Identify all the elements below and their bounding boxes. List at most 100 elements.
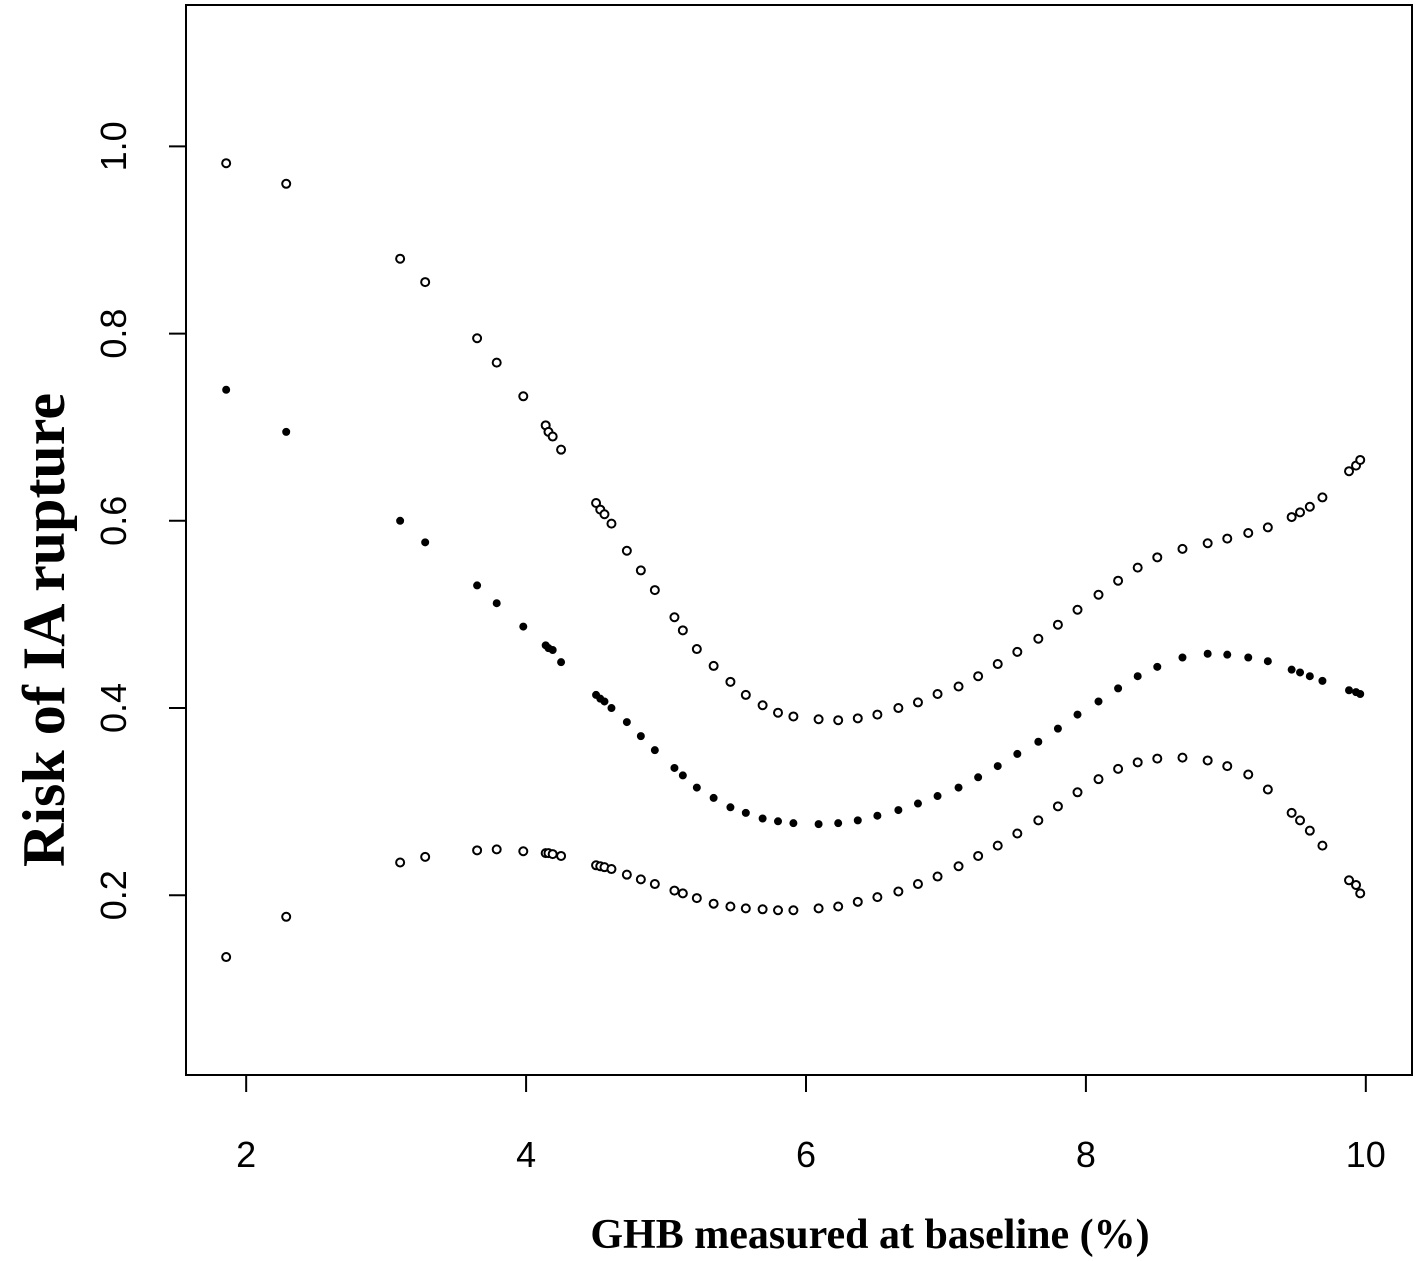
point	[1114, 684, 1123, 693]
point	[894, 806, 903, 815]
x-tick-label: 4	[516, 1134, 536, 1175]
point	[621, 869, 632, 880]
point	[1223, 650, 1232, 659]
point	[473, 581, 482, 590]
point	[773, 905, 784, 916]
point	[491, 357, 502, 368]
point	[670, 763, 679, 772]
point	[1243, 527, 1254, 538]
point	[492, 599, 501, 608]
point	[789, 819, 798, 828]
point	[992, 659, 1003, 670]
point	[556, 850, 567, 861]
x-tick-label: 6	[796, 1134, 816, 1175]
point	[1202, 755, 1213, 766]
point	[757, 904, 768, 915]
point	[1296, 668, 1305, 677]
point	[1287, 665, 1296, 674]
point	[1356, 689, 1365, 698]
point	[1053, 724, 1062, 733]
point	[833, 715, 844, 726]
point	[933, 792, 942, 801]
point	[599, 509, 610, 520]
point	[954, 783, 963, 792]
point	[621, 545, 632, 556]
point	[1072, 787, 1083, 798]
point	[852, 896, 863, 907]
y-tick-label: 0.2	[93, 870, 134, 920]
point	[281, 178, 292, 189]
point	[607, 704, 616, 713]
point	[1203, 649, 1212, 658]
point	[691, 644, 702, 655]
point	[741, 808, 750, 817]
point	[725, 901, 736, 912]
point	[221, 952, 232, 963]
point	[1317, 492, 1328, 503]
point	[953, 681, 964, 692]
point	[1295, 815, 1306, 826]
point	[932, 688, 943, 699]
point	[677, 625, 688, 636]
point	[912, 697, 923, 708]
point	[1304, 825, 1315, 836]
point	[1351, 879, 1362, 890]
point	[709, 793, 718, 802]
x-tick-label: 8	[1076, 1134, 1096, 1175]
point	[872, 892, 883, 903]
point	[725, 676, 736, 687]
point	[774, 817, 783, 826]
point	[547, 849, 558, 860]
point	[649, 879, 660, 890]
point	[740, 903, 751, 914]
point	[758, 814, 767, 823]
point	[1286, 807, 1297, 818]
point	[222, 385, 231, 394]
point	[726, 803, 735, 812]
point	[472, 845, 483, 856]
point	[1152, 552, 1163, 563]
point	[669, 612, 680, 623]
plot-frame	[185, 4, 1413, 1076]
point	[912, 879, 923, 890]
y-tick-label: 0.6	[93, 496, 134, 546]
x-tick-label: 10	[1346, 1134, 1386, 1175]
point	[873, 811, 882, 820]
point	[788, 711, 799, 722]
point	[1133, 672, 1142, 681]
point	[1013, 749, 1022, 758]
point	[1093, 589, 1104, 600]
point	[1012, 828, 1023, 839]
point	[650, 746, 659, 755]
point	[606, 864, 617, 875]
point	[1012, 646, 1023, 657]
point	[518, 846, 529, 857]
point	[1304, 501, 1315, 512]
point	[973, 850, 984, 861]
point	[757, 700, 768, 711]
point	[1132, 562, 1143, 573]
point	[600, 697, 609, 706]
point	[518, 391, 529, 402]
point	[1152, 753, 1163, 764]
point	[1093, 774, 1104, 785]
point	[992, 840, 1003, 851]
point	[1177, 543, 1188, 554]
point	[636, 732, 645, 741]
point	[1263, 657, 1272, 666]
point	[420, 277, 431, 288]
point	[1034, 737, 1043, 746]
point	[472, 333, 483, 344]
point	[708, 660, 719, 671]
point	[893, 703, 904, 714]
point	[692, 783, 701, 792]
point	[813, 714, 824, 725]
point	[1052, 619, 1063, 630]
point	[556, 444, 567, 455]
point	[1113, 763, 1124, 774]
point	[1305, 672, 1314, 681]
point	[669, 885, 680, 896]
point	[282, 427, 291, 436]
